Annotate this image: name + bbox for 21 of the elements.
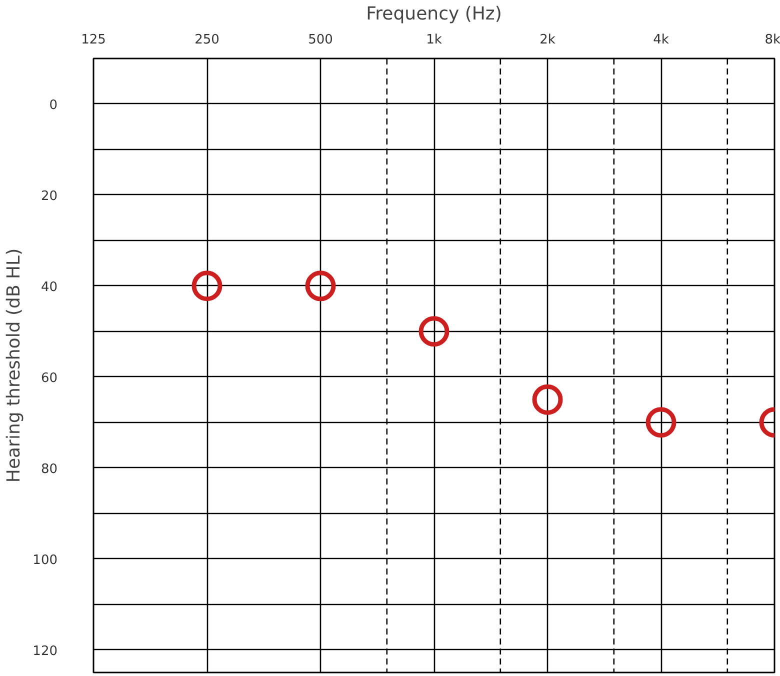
point	[192, 270, 222, 302]
x-axis-title: Frequency (Hz)	[366, 4, 502, 24]
point	[305, 270, 336, 302]
y-axis-title: Hearing threshold (dB HL)	[4, 248, 25, 483]
y-tick-label: 60	[40, 370, 58, 386]
x-tick-label: 8k	[764, 32, 780, 48]
x-tick-label: 2k	[540, 32, 556, 48]
x-tick-label: 1k	[426, 32, 442, 48]
y-tick-label: 40	[40, 280, 58, 295]
point	[646, 407, 676, 438]
y-tick-label: 100	[32, 552, 58, 568]
y-tick-label: 20	[40, 188, 58, 204]
y-tick-label: 120	[32, 644, 58, 659]
x-tick-label: 500	[308, 32, 333, 48]
x-tick-label: 4k	[653, 32, 670, 48]
y-tick-label: 80	[40, 462, 58, 477]
x-tick-label: 250	[194, 32, 220, 48]
x-tick-label: 125	[81, 32, 106, 48]
point	[532, 384, 563, 415]
point	[418, 316, 450, 347]
y-tick-label: 0	[49, 98, 58, 113]
